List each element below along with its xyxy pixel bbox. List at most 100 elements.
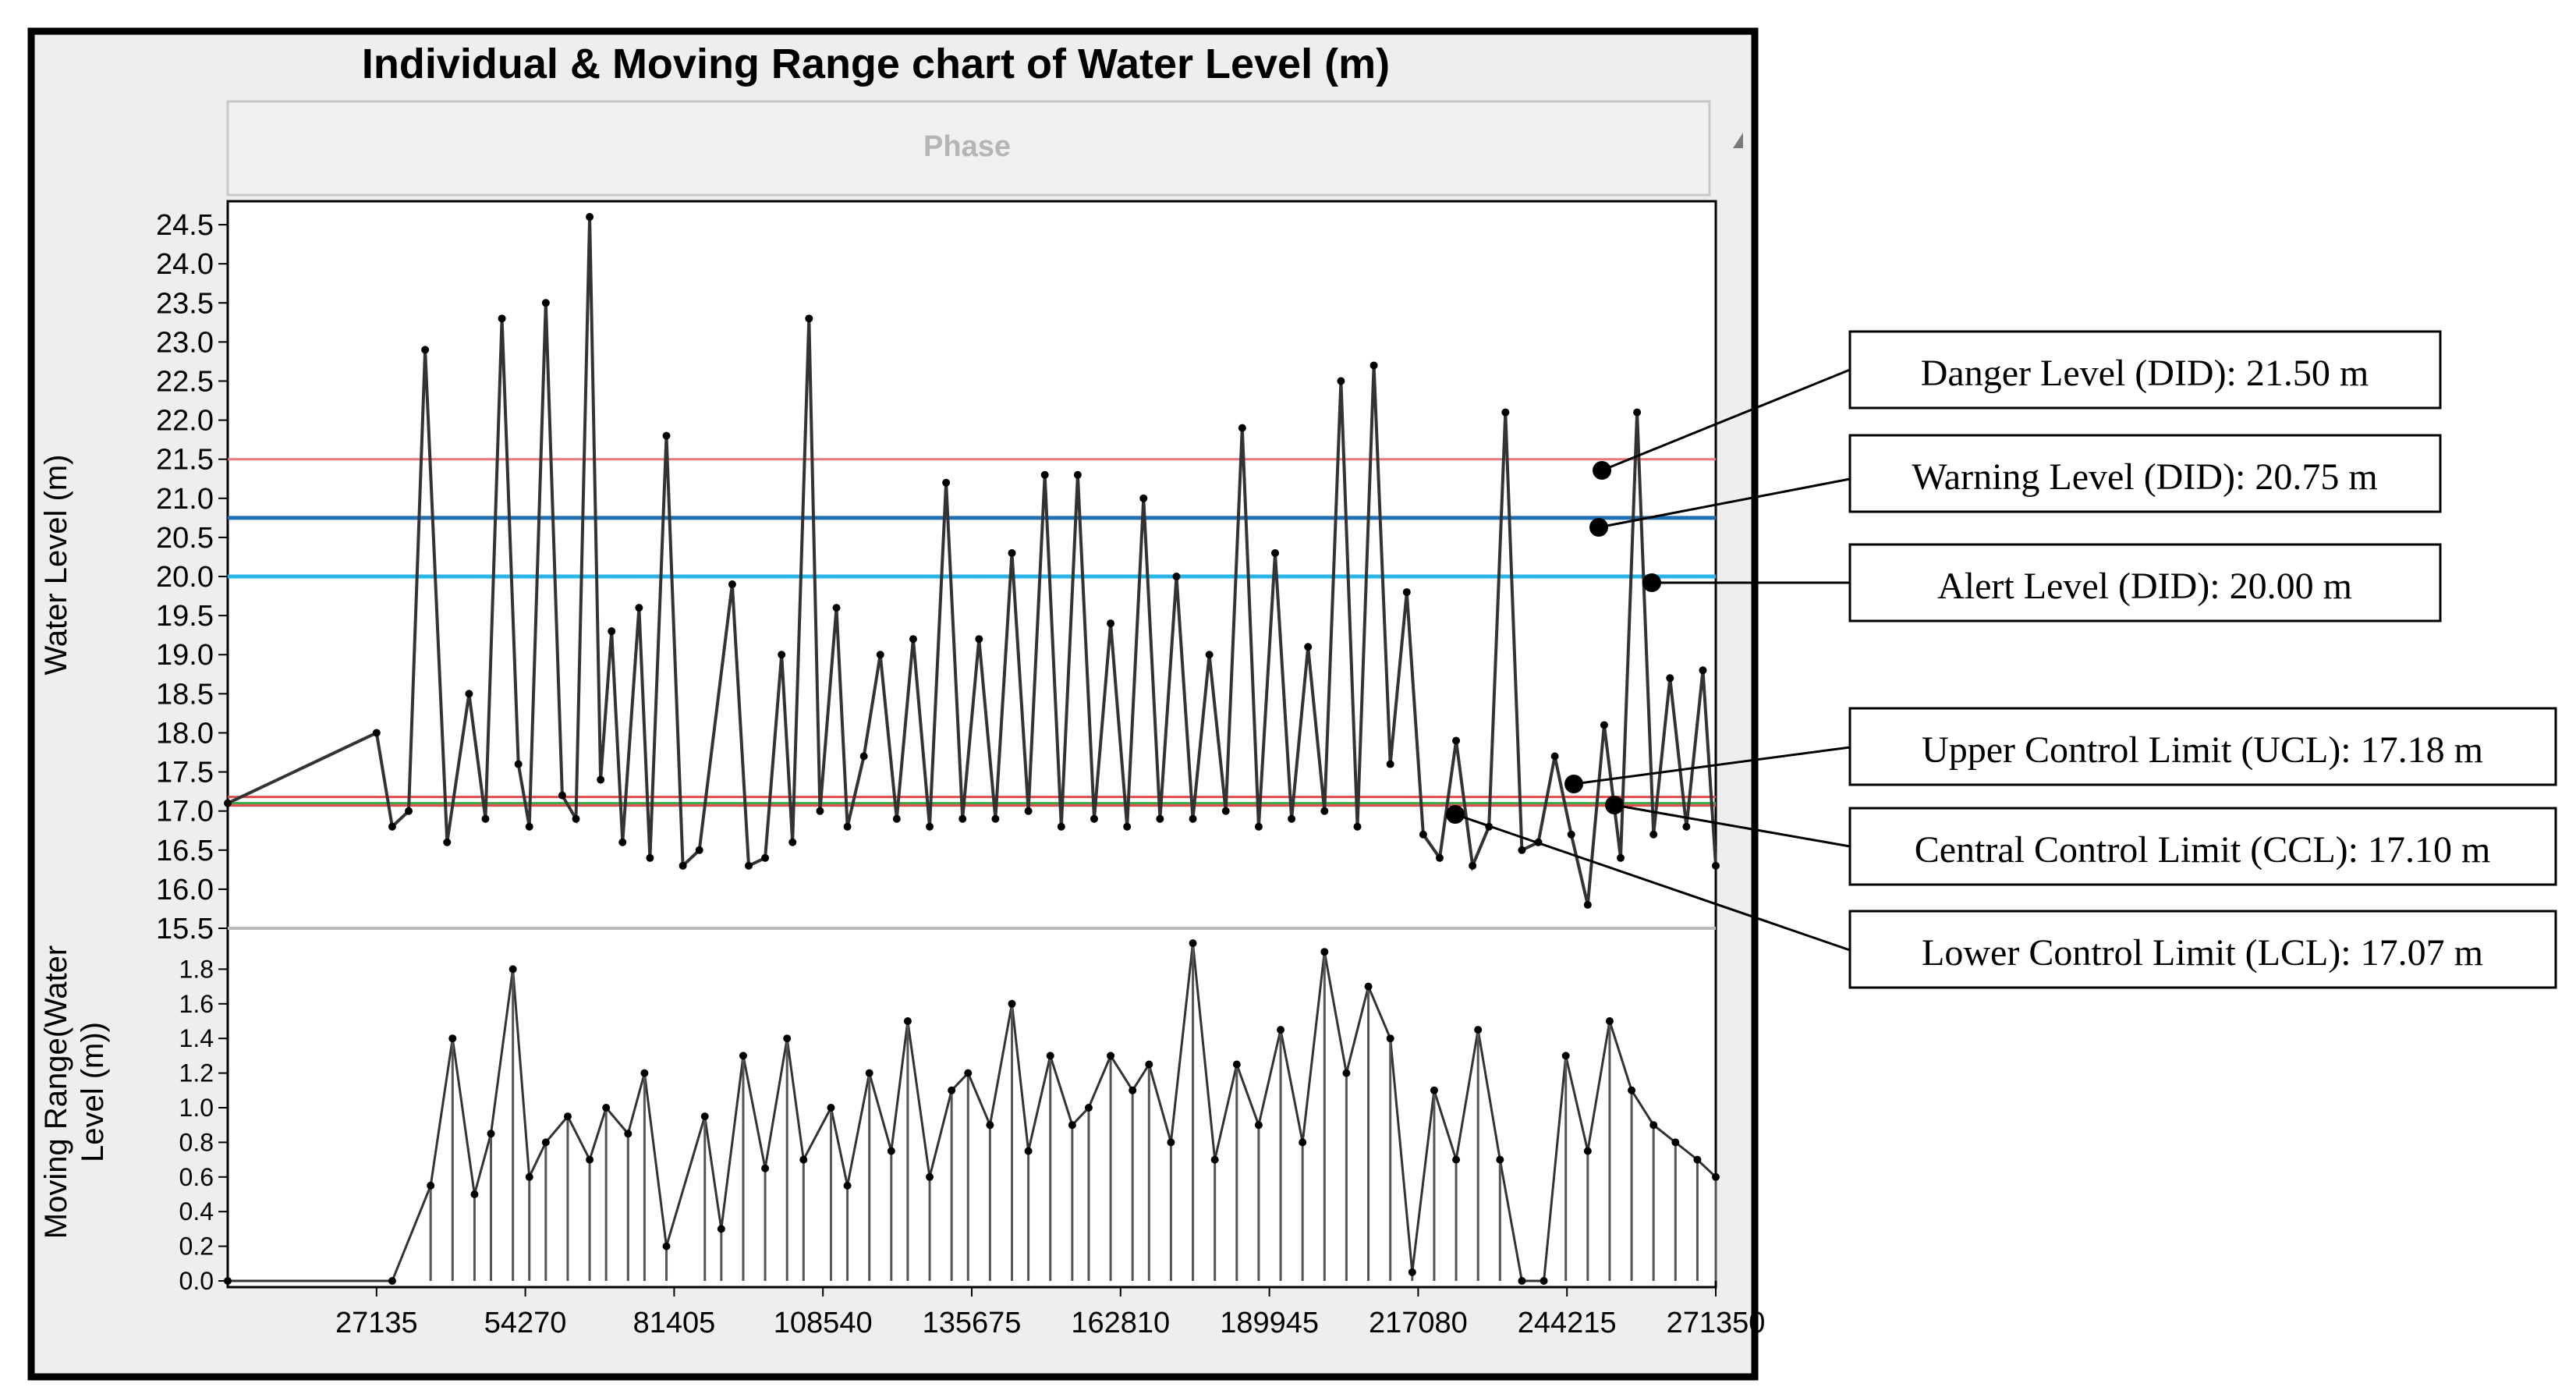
water-level-point (1369, 361, 1378, 370)
moving-range-point (717, 1225, 725, 1233)
callout-leaders (1446, 368, 1851, 952)
bottom-y-tick-label: 1.8 (179, 955, 214, 983)
moving-range-point (388, 1277, 396, 1285)
callout-warning: Warning Level (DID): 20.75 m (1848, 434, 2442, 513)
moving-range-point (662, 1242, 671, 1250)
water-level-point (728, 580, 736, 589)
water-level-point (1518, 846, 1526, 854)
moving-range-point (1671, 1138, 1680, 1147)
moving-range-point (1068, 1121, 1076, 1130)
water-level-point (421, 346, 430, 354)
water-level-point (1156, 814, 1164, 823)
moving-range-point (1254, 1121, 1263, 1130)
top-y-tick-label: 17.5 (156, 757, 214, 789)
top-y-axis: 15.5 16.0 16.5 17.0 17.5 18.0 18.5 19.0 19.5 20.0… (156, 209, 228, 945)
moving-range-point (640, 1069, 649, 1077)
phase-header (226, 100, 1711, 197)
callout-danger: Danger Level (DID): 21.50 m (1848, 330, 2442, 410)
water-level-point (1221, 807, 1230, 815)
water-level-point (679, 861, 687, 870)
top-y-tick-label: 21.5 (156, 444, 214, 477)
moving-range-point (1167, 1138, 1175, 1147)
top-y-tick-label: 23.0 (156, 326, 214, 359)
moving-range-point (1386, 1034, 1394, 1043)
water-level-point (1469, 861, 1477, 870)
top-y-tick-label: 18.0 (156, 717, 214, 750)
svg-text:Warning Level (DID): 20.75 m: Warning Level (DID): 20.75 m (1912, 456, 2377, 498)
water-level-point (514, 760, 523, 768)
moving-range-point (1107, 1052, 1115, 1060)
top-y-tick-label: 20.5 (156, 522, 214, 555)
bottom-y-tick-label: 1.6 (179, 990, 214, 1018)
water-level-point (405, 807, 413, 815)
water-level-point (1254, 822, 1263, 831)
water-level-point (1205, 651, 1214, 659)
moving-range-point (827, 1104, 835, 1112)
water-level-point (843, 822, 852, 831)
top-y-tick-label: 22.0 (156, 405, 214, 438)
water-level-point (662, 431, 671, 440)
moving-range-point (986, 1121, 994, 1130)
top-y-tick-label: 22.5 (156, 365, 214, 398)
moving-range-point (799, 1155, 808, 1164)
water-level-point (586, 213, 594, 222)
moving-range-point (1474, 1026, 1483, 1034)
water-level-point (1040, 470, 1049, 479)
moving-range-point (1452, 1155, 1461, 1164)
bottom-y-tick-label: 0.6 (179, 1163, 214, 1191)
moving-range-point (1189, 939, 1197, 948)
water-level-point (991, 814, 1000, 823)
bottom-y-axis-title-line2: Level (m)) (76, 1022, 110, 1162)
water-level-point (816, 807, 824, 815)
top-y-axis-title: Water Level (m) (39, 454, 73, 675)
moving-range-point (508, 965, 517, 974)
moving-range-point (448, 1034, 457, 1043)
water-level-point (1435, 853, 1444, 862)
water-level-point (1649, 830, 1658, 839)
water-level-point (1386, 760, 1394, 768)
callout-lcl: Lower Control Limit (LCL): 17.07 m (1848, 910, 2557, 989)
moving-range-point (1628, 1086, 1636, 1094)
moving-range-point (761, 1164, 770, 1172)
collapse-triangle-icon (1733, 133, 1743, 148)
top-y-tick-label: 16.0 (156, 874, 214, 906)
water-level-point (1320, 807, 1329, 815)
water-level-point (1073, 470, 1082, 479)
moving-range-point (586, 1155, 594, 1164)
bottom-y-tick-label: 1.4 (179, 1024, 214, 1052)
water-level-point (1452, 736, 1461, 745)
x-tick-label: 271350 (1667, 1307, 1766, 1339)
water-level-point (942, 478, 951, 487)
water-level-point (1712, 861, 1720, 870)
moving-range-point (487, 1130, 495, 1138)
moving-range-point (843, 1181, 852, 1190)
water-level-point (465, 690, 473, 698)
water-level-point (1024, 807, 1033, 815)
top-y-tick-label: 19.0 (156, 639, 214, 672)
moving-range-point (948, 1086, 956, 1094)
individual-panel (226, 200, 1717, 930)
bottom-y-tick-label: 0.2 (179, 1233, 214, 1261)
water-level-point (572, 814, 580, 823)
x-tick-label: 162810 (1071, 1307, 1170, 1339)
water-level-point (788, 838, 797, 846)
water-level-point (1600, 721, 1608, 729)
moving-range-point (1084, 1104, 1093, 1112)
water-level-point (744, 861, 753, 870)
water-level-point (1353, 822, 1362, 831)
top-y-tick-label: 15.5 (156, 913, 214, 945)
water-level-point (926, 822, 934, 831)
x-tick-label: 244215 (1518, 1307, 1617, 1339)
x-tick-label: 54270 (484, 1307, 567, 1339)
moving-range-point (926, 1172, 934, 1181)
moving-range-point (865, 1069, 873, 1077)
moving-range-line (228, 942, 1717, 1282)
x-tick-label: 27135 (335, 1307, 418, 1339)
moving-range-point (1540, 1277, 1548, 1285)
moving-range-series (224, 939, 1720, 1285)
water-level-point (761, 853, 770, 862)
top-y-tick-label: 19.5 (156, 600, 214, 633)
water-level-point (1419, 830, 1427, 839)
water-level-point (525, 822, 533, 831)
water-level-point (909, 635, 917, 644)
